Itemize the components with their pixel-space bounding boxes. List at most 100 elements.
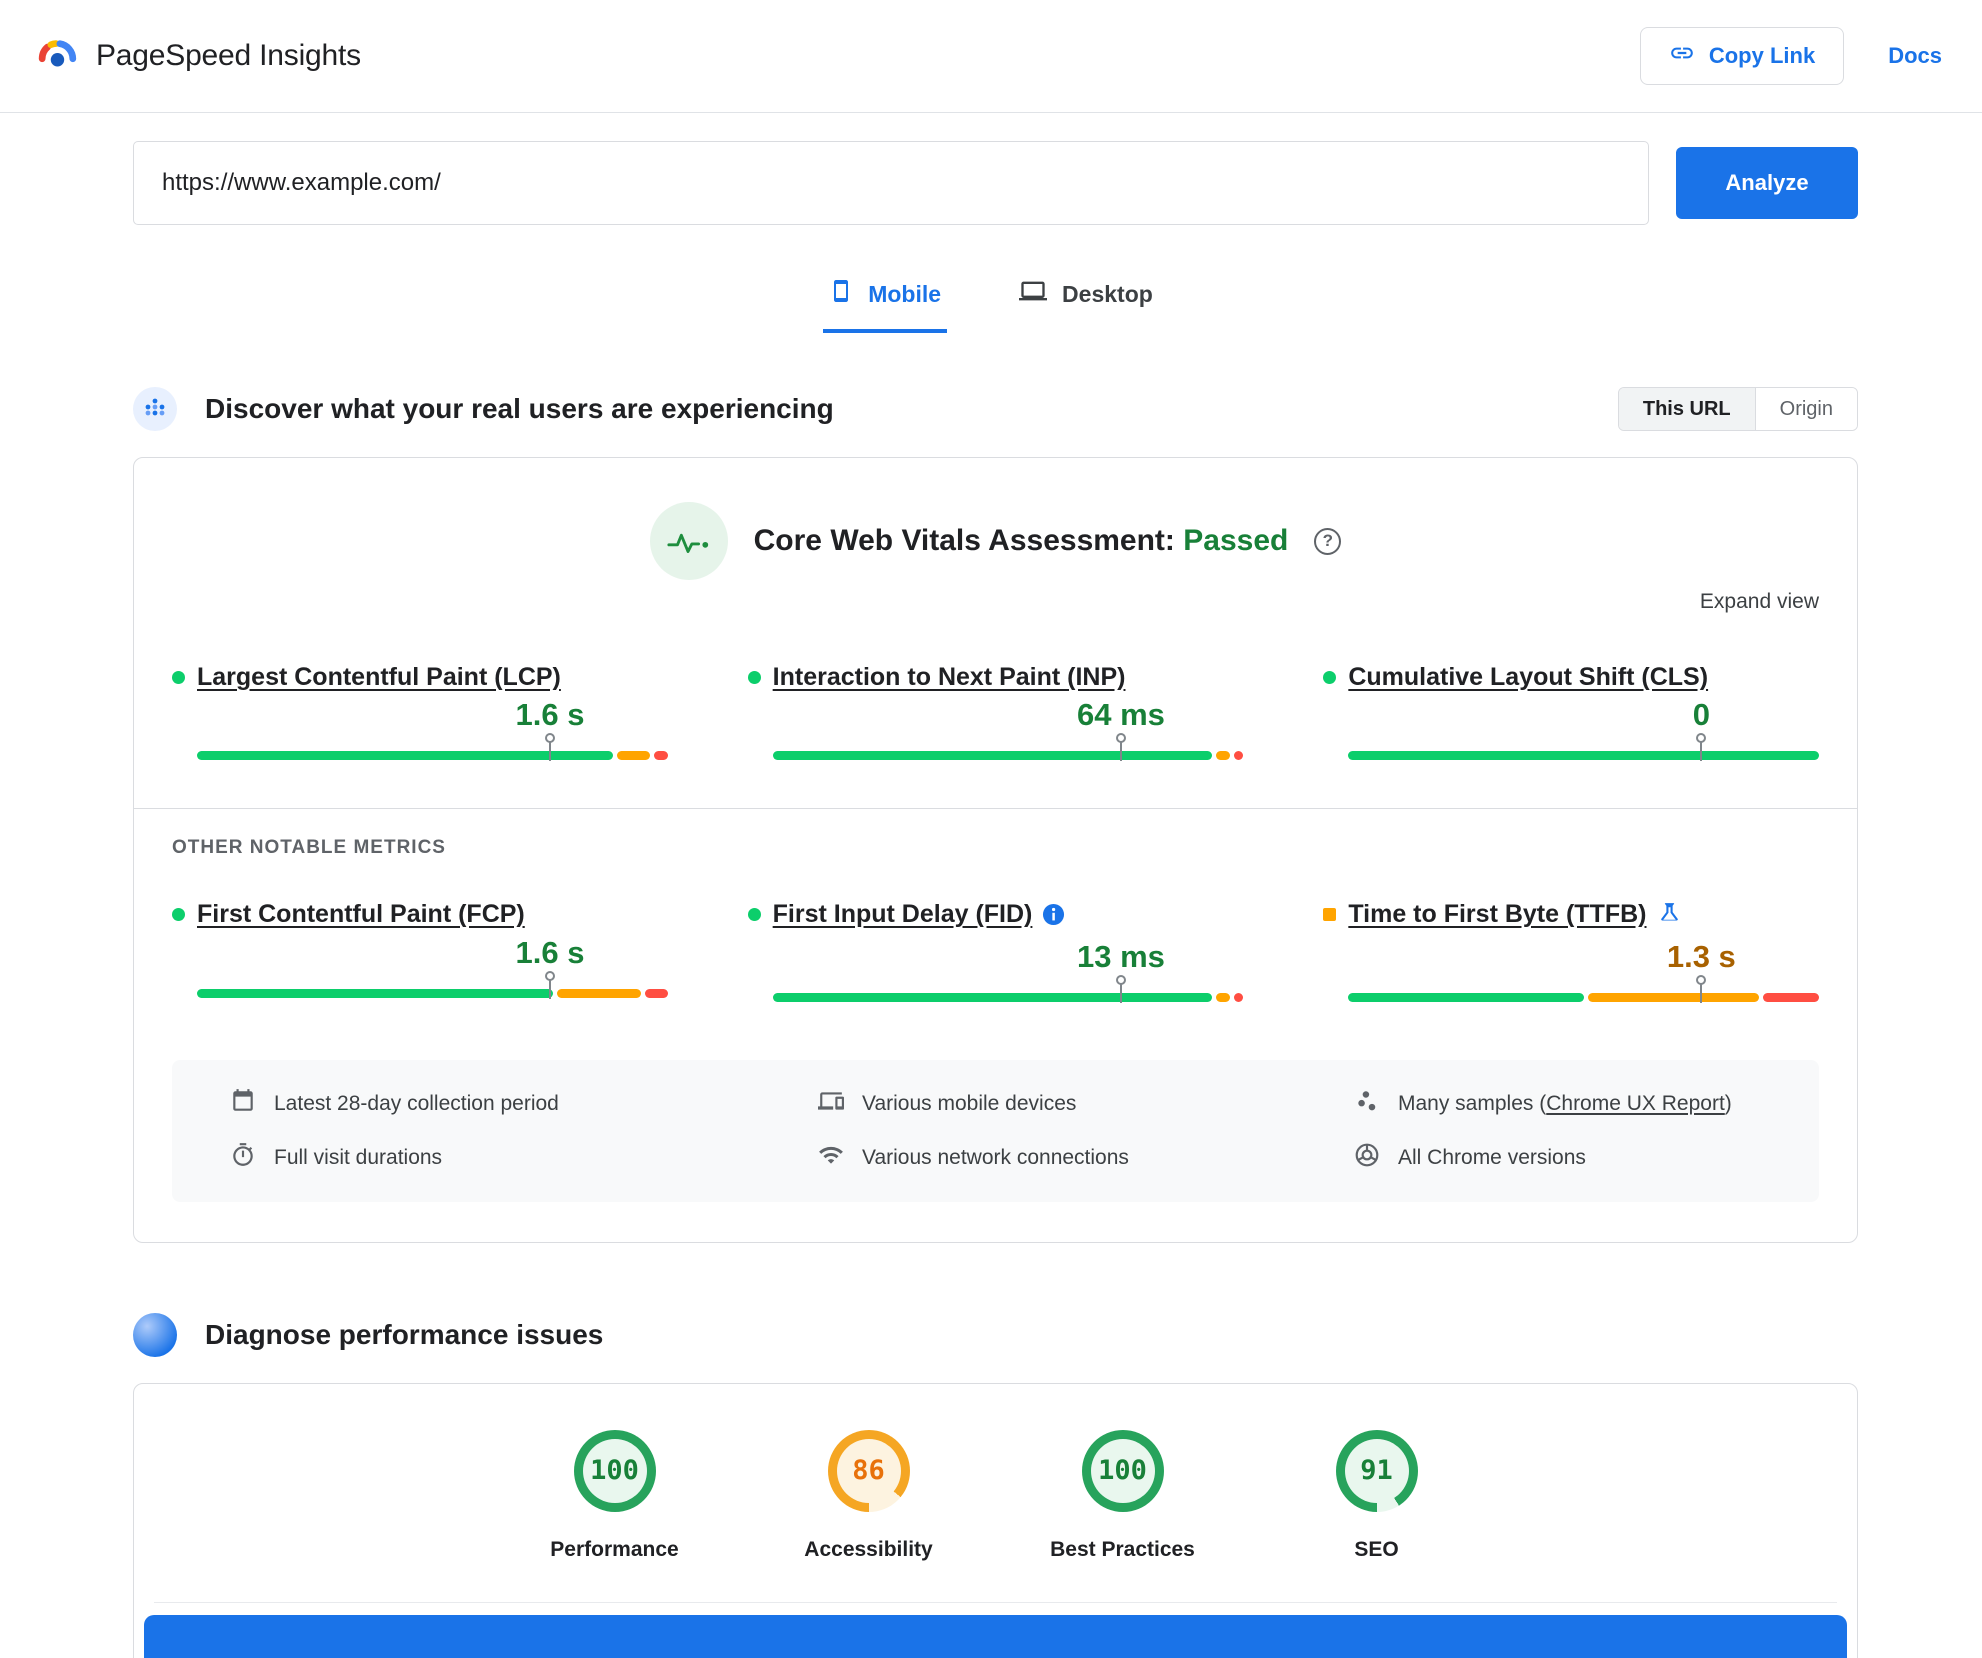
cwv-assessment-header: Core Web Vitals Assessment: Passed ? [172, 502, 1819, 580]
marker-pin-cls [1696, 733, 1707, 762]
cwv-assessment-result: Passed [1183, 524, 1289, 557]
other-metrics-divider [134, 808, 1857, 810]
metric-value-ttfb: 1.3 s [1666, 938, 1736, 974]
calendar-icon [230, 1088, 256, 1120]
marker-pin-ttfb [1696, 974, 1707, 1003]
app-title: PageSpeed Insights [96, 39, 361, 72]
seo-gauge[interactable]: 91 [1335, 1429, 1418, 1512]
footnote-visit-durations: Full visit durations [230, 1142, 818, 1174]
lighthouse-scores-card: 100 Performance 86 Accessibility 100 Bes… [133, 1382, 1858, 1658]
metric-inp: Interaction to Next Paint (INP) 64 ms [747, 662, 1244, 762]
toggle-origin[interactable]: Origin [1754, 388, 1857, 430]
marker-pin-inp [1115, 733, 1126, 762]
footnote-chrome-versions: All Chrome versions [1354, 1142, 1799, 1174]
metric-link-cls[interactable]: Cumulative Layout Shift (CLS) [1348, 663, 1709, 691]
tab-mobile-label: Mobile [868, 280, 942, 307]
field-data-footnotes: Latest 28-day collection period Various … [172, 1059, 1819, 1202]
smartphone-icon [829, 279, 853, 309]
accessibility-gauge[interactable]: 86 [827, 1429, 910, 1512]
marker-pin-lcp [544, 733, 555, 762]
performance-label[interactable]: Performance [550, 1537, 679, 1561]
chrome-icon [1354, 1142, 1380, 1174]
cwv-assessment-label: Core Web Vitals Assessment: [753, 524, 1175, 557]
good-status-dot-icon [172, 908, 185, 922]
metric-value-lcp: 1.6 s [515, 697, 585, 733]
experiment-flask-icon [1657, 901, 1682, 934]
toggle-this-url[interactable]: This URL [1618, 388, 1755, 430]
link-icon [1669, 40, 1695, 72]
copy-link-button[interactable]: Copy Link [1639, 27, 1845, 85]
metric-link-fcp[interactable]: First Contentful Paint (FCP) [197, 900, 525, 929]
desktop-icon [1019, 277, 1048, 311]
device-tabs: Mobile Desktop [0, 277, 1982, 333]
app-logo[interactable]: PageSpeed Insights [34, 31, 361, 82]
metric-ttfb: Time to First Byte (TTFB) 1.3 s [1323, 899, 1819, 1003]
distribution-bar-lcp [197, 751, 668, 761]
distribution-bar-ttfb [1348, 992, 1819, 1002]
marker-pin-fcp [544, 970, 555, 999]
score-accessibility: 86 Accessibility [794, 1429, 944, 1562]
metric-fcp: First Contentful Paint (FCP) 1.6 s [172, 899, 668, 1001]
performance-gauge[interactable]: 100 [573, 1429, 656, 1512]
marker-pin-fid [1115, 974, 1126, 1003]
distribution-bar-fcp [197, 988, 668, 998]
metric-cls: Cumulative Layout Shift (CLS) 0 [1323, 662, 1819, 762]
url-form: Analyze [0, 113, 1982, 225]
metric-link-ttfb[interactable]: Time to First Byte (TTFB) [1348, 899, 1681, 934]
tab-desktop[interactable]: Desktop [1013, 277, 1159, 333]
footnote-samples: Many samples (Chrome UX Report) [1354, 1088, 1799, 1120]
metric-fid: First Input Delay (FID) 13 ms [747, 899, 1244, 1003]
core-web-vitals-card: Core Web Vitals Assessment: Passed ? Exp… [133, 457, 1858, 1243]
metric-link-fid[interactable]: First Input Delay (FID) [773, 899, 1066, 934]
footnote-collection-period: Latest 28-day collection period [230, 1088, 818, 1120]
chrome-ux-report-link[interactable]: Chrome UX Report [1546, 1091, 1725, 1115]
good-status-dot-icon [172, 671, 185, 684]
docs-link[interactable]: Docs [1888, 43, 1942, 68]
report-nav-bar[interactable] [144, 1614, 1847, 1658]
metric-lcp: Largest Contentful Paint (LCP) 1.6 s [172, 662, 668, 762]
best-practices-gauge[interactable]: 100 [1081, 1429, 1164, 1512]
score-performance: 100 Performance [540, 1429, 690, 1562]
other-metrics-label: OTHER NOTABLE METRICS [172, 837, 446, 859]
score-best-practices: 100 Best Practices [1048, 1429, 1198, 1562]
footnote-mobile-devices: Various mobile devices [818, 1088, 1354, 1120]
distribution-bar-inp [772, 751, 1244, 761]
other-metrics-row: First Contentful Paint (FCP) 1.6 s First… [172, 899, 1819, 1003]
accessibility-label[interactable]: Accessibility [804, 1537, 933, 1561]
network-icon [818, 1142, 844, 1174]
scores-row: 100 Performance 86 Accessibility 100 Bes… [172, 1429, 1819, 1562]
lighthouse-orb-icon [133, 1312, 177, 1357]
good-status-dot-icon [747, 671, 761, 684]
seo-label[interactable]: SEO [1354, 1537, 1399, 1561]
stopwatch-icon [230, 1142, 256, 1174]
samples-scatter-icon [1354, 1088, 1380, 1120]
best-practices-label[interactable]: Best Practices [1050, 1537, 1195, 1561]
tab-desktop-label: Desktop [1062, 280, 1153, 307]
cwv-metrics-row: Largest Contentful Paint (LCP) 1.6 s Int… [172, 662, 1819, 762]
seo-score-value: 91 [1360, 1455, 1393, 1486]
tab-mobile[interactable]: Mobile [823, 277, 948, 333]
performance-score-value: 100 [590, 1455, 639, 1486]
help-icon[interactable]: ? [1314, 527, 1342, 555]
analyze-button[interactable]: Analyze [1676, 147, 1858, 219]
metric-link-lcp[interactable]: Largest Contentful Paint (LCP) [197, 663, 561, 691]
metric-link-inp[interactable]: Interaction to Next Paint (INP) [772, 663, 1126, 691]
footnote-network-connections: Various network connections [818, 1142, 1354, 1174]
score-seo: 91 SEO [1302, 1429, 1452, 1562]
best-practices-score-value: 100 [1098, 1455, 1147, 1486]
url-input[interactable] [133, 141, 1649, 225]
crux-icon [133, 387, 177, 431]
expand-view-link[interactable]: Expand view [1699, 590, 1819, 613]
average-status-square-icon [1323, 908, 1337, 922]
diagnose-section-title: Diagnose performance issues [205, 1318, 604, 1350]
metric-value-inp: 64 ms [1077, 697, 1165, 733]
app-header: PageSpeed Insights Copy Link Docs [0, 0, 1982, 113]
info-icon[interactable] [1042, 903, 1065, 934]
field-data-section-header: Discover what your real users are experi… [133, 387, 1858, 431]
url-origin-toggle: This URL Origin [1617, 387, 1858, 431]
good-status-dot-icon [1323, 671, 1337, 684]
field-data-section-title: Discover what your real users are experi… [205, 393, 834, 424]
good-status-dot-icon [747, 908, 761, 922]
metric-value-fid: 13 ms [1077, 938, 1165, 974]
